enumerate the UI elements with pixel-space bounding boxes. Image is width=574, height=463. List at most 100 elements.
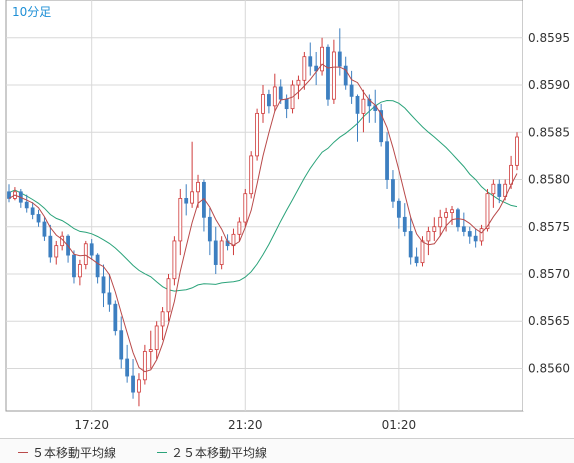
candle-down — [396, 200, 401, 218]
candle-down — [278, 86, 283, 100]
candle-up — [178, 198, 183, 242]
candle-up — [361, 98, 366, 114]
candle-up — [479, 228, 484, 242]
candle-up — [331, 51, 336, 100]
candle-down — [184, 198, 189, 204]
candle-up — [432, 226, 437, 232]
candle-up — [243, 193, 248, 223]
candle-down — [72, 254, 76, 278]
y-tick-label: 0.8590 — [528, 78, 570, 92]
candle-down — [48, 235, 53, 258]
candle-up — [261, 94, 265, 114]
candle-up — [137, 379, 141, 393]
candle-up — [160, 311, 165, 327]
candlestick-chart: 10分足 0.8560 0.8565 0.8570 0.8575 0.8580 0.858… — [5, 0, 573, 432]
candle-up — [166, 278, 171, 313]
candle-up — [450, 209, 454, 213]
candle-up — [142, 351, 147, 381]
candle-down — [355, 95, 360, 114]
candle-down — [414, 256, 419, 264]
candle-up — [320, 46, 324, 72]
legend-item-ma25: ２５本移動平均線 — [157, 444, 267, 461]
candle-down — [461, 226, 466, 232]
candle-up — [249, 155, 254, 195]
ma5-series — [8, 63, 518, 373]
candle-up — [190, 191, 195, 204]
candle-up — [515, 136, 519, 166]
candle-down — [213, 240, 218, 265]
candle-up — [491, 183, 496, 195]
legend-label-ma5: ５本移動平均線 — [32, 446, 117, 460]
ma5-line — [8, 63, 518, 373]
candle-up — [509, 164, 513, 185]
candle-down — [42, 221, 47, 237]
ma25-series — [8, 99, 518, 292]
candle-up — [148, 349, 153, 352]
ma25-line — [8, 99, 518, 292]
y-tick-label: 0.8575 — [528, 220, 570, 234]
legend-item-ma5: ５本移動平均線 — [18, 444, 116, 461]
legend-label-ma25: ２５本移動平均線 — [171, 446, 268, 460]
candle-down — [267, 94, 271, 107]
candle-down — [308, 56, 313, 67]
candle-up — [172, 240, 177, 280]
candle-up — [272, 86, 277, 107]
candle-up — [231, 233, 236, 247]
x-axis: 17:20 21:20 01:20 — [74, 418, 416, 432]
y-tick-label: 0.8595 — [528, 31, 570, 45]
x-tick-label: 21:20 — [228, 418, 263, 432]
candle-down — [131, 375, 135, 393]
candle-up — [296, 79, 301, 86]
timeframe-label: 10分足 — [12, 5, 51, 19]
candle-down — [314, 65, 319, 72]
candle-down — [113, 303, 118, 332]
candle-up — [485, 193, 490, 230]
candle-down — [343, 65, 348, 86]
candle-down — [101, 276, 106, 294]
candles — [7, 28, 519, 407]
candle-down — [89, 243, 94, 256]
y-tick-label: 0.8580 — [528, 173, 570, 187]
candle-down — [385, 141, 389, 180]
candle-up — [196, 181, 200, 193]
candle-down — [402, 216, 407, 232]
candle-up — [438, 216, 443, 228]
candle-up — [77, 264, 82, 278]
candle-down — [467, 231, 472, 237]
y-axis: 0.8560 0.8565 0.8570 0.8575 0.8580 0.8585 0.85… — [528, 31, 570, 376]
candle-up — [420, 240, 425, 264]
candle-up — [54, 245, 59, 258]
gridlines — [6, 0, 523, 411]
candle-down — [107, 292, 112, 305]
candle-down — [349, 84, 354, 97]
candle-down — [391, 179, 395, 202]
price-axis-panel — [523, 0, 573, 411]
x-tick-label: 01:20 — [382, 418, 417, 432]
ma25-swatch — [157, 452, 167, 453]
candle-down — [326, 46, 330, 100]
candle-down — [497, 183, 502, 197]
candle-down — [379, 110, 384, 143]
candle-up — [237, 221, 242, 235]
legend: ５本移動平均線 ２５本移動平均線 — [0, 438, 574, 463]
candle-down — [119, 330, 124, 360]
y-tick-label: 0.8565 — [528, 314, 570, 328]
candle-down — [30, 207, 35, 215]
candle-up — [83, 243, 88, 265]
candle-down — [7, 191, 11, 199]
y-tick-label: 0.8585 — [528, 125, 570, 139]
candle-down — [473, 235, 478, 242]
candle-up — [154, 325, 159, 350]
candle-down — [24, 201, 29, 209]
candle-down — [207, 216, 212, 242]
candle-down — [284, 98, 289, 110]
candle-down — [95, 254, 100, 278]
candle-down — [408, 231, 413, 258]
candle-up — [219, 240, 224, 265]
y-tick-label: 0.8570 — [528, 267, 570, 281]
candle-down — [36, 214, 41, 223]
plot-area — [5, 0, 524, 412]
candle-down — [337, 51, 342, 67]
x-tick-label: 17:20 — [74, 418, 109, 432]
candle-up — [444, 212, 449, 218]
